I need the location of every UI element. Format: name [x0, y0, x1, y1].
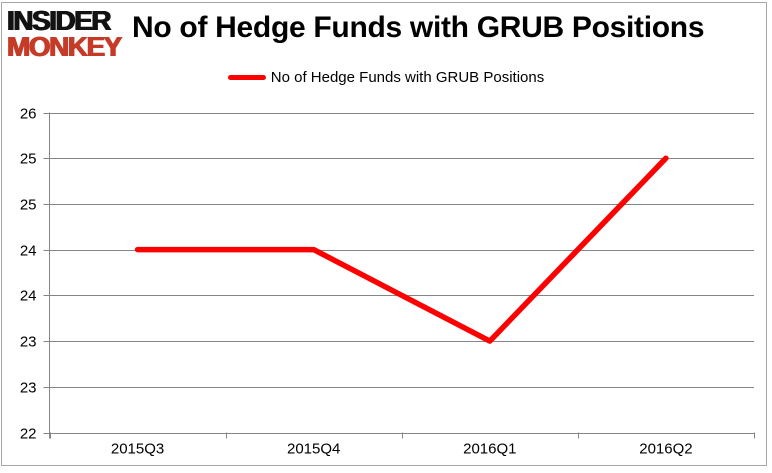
y-tick-label: 25	[20, 197, 37, 214]
x-tick-label: 2015Q4	[287, 441, 340, 458]
y-tick-label: 24	[20, 243, 37, 260]
y-tick-label: 22	[20, 426, 37, 443]
x-tick-label: 2016Q2	[639, 441, 692, 458]
legend-series-label: No of Hedge Funds with GRUB Positions	[270, 68, 545, 86]
chart-legend: No of Hedge Funds with GRUB Positions	[0, 67, 772, 87]
chart-outer-border	[1, 2, 767, 466]
x-tick-label: 2015Q3	[111, 441, 164, 458]
x-tick-label: 2016Q1	[463, 441, 516, 458]
logo-monkey-text: MONKEY	[7, 31, 122, 62]
y-tick-label: 23	[20, 380, 37, 397]
data-line-hedge-funds	[134, 155, 669, 344]
y-tick-label: 25	[20, 151, 37, 168]
chart-title: No of Hedge Funds with GRUB Positions	[132, 11, 705, 44]
y-tick-label: 23	[20, 334, 37, 351]
legend-line-swatch	[227, 74, 266, 80]
logo-insider-text: INSIDER	[7, 5, 112, 36]
y-tick-label: 24	[20, 288, 37, 305]
insider-monkey-logo: INSIDER MONKEY	[7, 5, 122, 62]
y-tick-label: 26	[20, 106, 37, 123]
